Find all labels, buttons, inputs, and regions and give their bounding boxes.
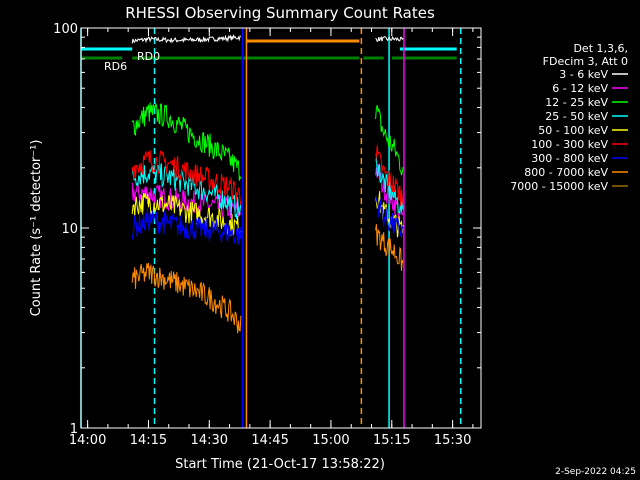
series-line xyxy=(131,208,242,245)
y-tick-label: 1 xyxy=(70,422,78,437)
series-line xyxy=(131,192,242,238)
legend-header: FDecim 3, Att 0 xyxy=(543,55,628,68)
series-line xyxy=(375,35,404,42)
footer-date: 2-Sep-2022 04:25 xyxy=(555,467,636,477)
state-label-rd6: RD6 xyxy=(104,60,127,73)
series-line xyxy=(131,150,242,206)
series-layer xyxy=(131,33,404,334)
y-tick-label: 10 xyxy=(61,222,78,237)
legend-entry: 800 - 7000 keV xyxy=(524,166,608,179)
x-tick-label: 14:30 xyxy=(191,433,228,448)
legend-entry: 300 - 800 keV xyxy=(531,152,608,165)
series-line xyxy=(131,33,242,44)
x-tick-label: 14:45 xyxy=(251,433,288,448)
legend-entry: 25 - 50 keV xyxy=(545,110,608,123)
x-tick-label: 14:15 xyxy=(130,433,167,448)
axes: 14:00 14:15 14:30 14:45 15:00 15:15 15:30 1 10 10… xyxy=(53,22,481,448)
x-tick-label: 14:00 xyxy=(69,433,106,448)
legend-entry: 50 - 100 keV xyxy=(538,124,608,137)
legend-entry: 7000 - 15000 keV xyxy=(510,180,608,193)
legend-entry: 3 - 6 keV xyxy=(559,68,608,81)
x-tick-label: 15:00 xyxy=(312,433,349,448)
series-line xyxy=(131,163,242,220)
series-line xyxy=(375,224,404,272)
x-tick-label: 15:15 xyxy=(373,433,410,448)
series-line xyxy=(375,196,404,239)
legend-header: Det 1,3,6, xyxy=(573,42,628,55)
series-line xyxy=(375,154,404,215)
series-line xyxy=(131,102,242,181)
y-tick-label: 100 xyxy=(53,22,78,37)
series-line xyxy=(131,262,242,334)
legend-entry: 6 - 12 keV xyxy=(552,82,608,95)
legend-entry: 100 - 300 keV xyxy=(531,138,608,151)
y-axis-title: Count Rate (s⁻¹ detector⁻¹) xyxy=(29,140,44,317)
state-label-rd0: RD0 xyxy=(137,50,160,63)
chart-title: RHESSI Observing Summary Count Rates xyxy=(125,4,435,22)
x-tick-label: 15:30 xyxy=(434,433,471,448)
legend-entry: 12 - 25 keV xyxy=(545,96,608,109)
series-line xyxy=(375,145,404,207)
x-axis-title: Start Time (21-Oct-17 13:58:22) xyxy=(175,457,385,472)
series-line xyxy=(375,104,404,176)
